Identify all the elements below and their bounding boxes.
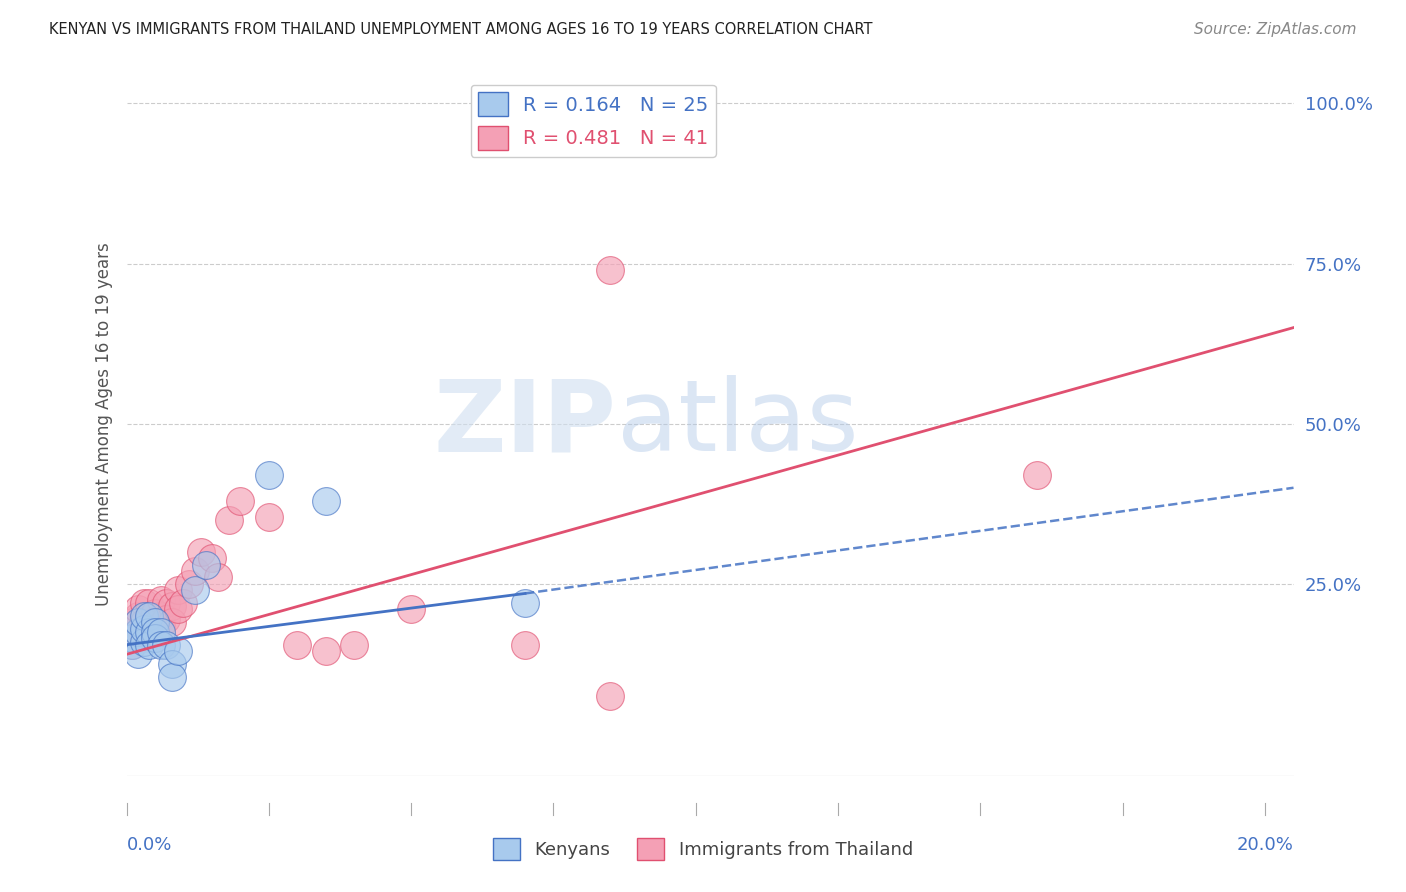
Legend: R = 0.164   N = 25, R = 0.481   N = 41: R = 0.164 N = 25, R = 0.481 N = 41 <box>471 85 716 157</box>
Point <box>160 657 183 671</box>
Point <box>132 615 155 630</box>
Point <box>121 628 143 642</box>
Point <box>149 608 172 623</box>
Point <box>121 638 143 652</box>
Point <box>513 596 536 610</box>
Point <box>127 602 149 616</box>
Point <box>513 638 536 652</box>
Point <box>121 632 143 646</box>
Point <box>207 570 229 584</box>
Y-axis label: Unemployment Among Ages 16 to 19 years: Unemployment Among Ages 16 to 19 years <box>94 242 112 606</box>
Point <box>127 648 149 662</box>
Point <box>138 612 160 626</box>
Point <box>132 634 155 648</box>
Point <box>172 596 194 610</box>
Text: 0.0%: 0.0% <box>127 836 172 854</box>
Point <box>179 577 201 591</box>
Point <box>143 624 166 639</box>
Point <box>399 602 422 616</box>
Point <box>149 592 172 607</box>
Point <box>155 612 177 626</box>
Point <box>599 689 621 703</box>
Point <box>190 545 212 559</box>
Point <box>285 638 308 652</box>
Point <box>127 608 149 623</box>
Point <box>138 624 160 639</box>
Point <box>195 558 218 572</box>
Text: Source: ZipAtlas.com: Source: ZipAtlas.com <box>1194 22 1357 37</box>
Point <box>166 583 188 598</box>
Point <box>138 608 160 623</box>
Point <box>343 638 366 652</box>
Point <box>132 596 155 610</box>
Point <box>127 615 149 630</box>
Point <box>132 622 155 636</box>
Point <box>132 608 155 623</box>
Point <box>143 618 166 632</box>
Text: atlas: atlas <box>617 376 858 472</box>
Point <box>201 551 224 566</box>
Point <box>143 632 166 646</box>
Point <box>127 624 149 639</box>
Point <box>143 606 166 620</box>
Point <box>184 564 207 578</box>
Point <box>138 596 160 610</box>
Point <box>1026 467 1049 482</box>
Point <box>218 513 240 527</box>
Point <box>155 596 177 610</box>
Text: KENYAN VS IMMIGRANTS FROM THAILAND UNEMPLOYMENT AMONG AGES 16 TO 19 YEARS CORREL: KENYAN VS IMMIGRANTS FROM THAILAND UNEMP… <box>49 22 873 37</box>
Point <box>138 638 160 652</box>
Point <box>127 624 149 639</box>
Text: ZIP: ZIP <box>434 376 617 472</box>
Point <box>229 493 252 508</box>
Point <box>143 615 166 630</box>
Legend: Kenyans, Immigrants from Thailand: Kenyans, Immigrants from Thailand <box>485 830 921 867</box>
Point <box>184 583 207 598</box>
Point <box>160 670 183 684</box>
Point <box>149 624 172 639</box>
Point <box>166 602 188 616</box>
Point <box>160 599 183 614</box>
Point <box>315 493 337 508</box>
Point <box>132 632 155 646</box>
Point <box>138 624 160 639</box>
Point <box>155 638 177 652</box>
Point <box>121 615 143 630</box>
Point <box>160 615 183 630</box>
Text: 20.0%: 20.0% <box>1237 836 1294 854</box>
Point <box>121 638 143 652</box>
Point <box>315 644 337 658</box>
Point <box>166 644 188 658</box>
Point <box>257 467 280 482</box>
Point <box>257 509 280 524</box>
Point <box>599 263 621 277</box>
Point <box>149 638 172 652</box>
Point <box>149 618 172 632</box>
Point <box>143 624 166 639</box>
